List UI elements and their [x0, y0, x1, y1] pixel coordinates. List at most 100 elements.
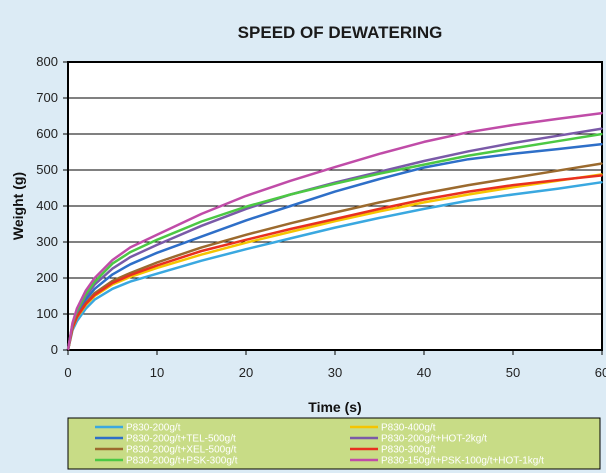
series-line-6 [66, 174, 603, 351]
legend-label: P830-300g/t [381, 445, 436, 456]
y-tick-label: 300 [36, 234, 58, 249]
data-point [556, 169, 559, 172]
x-tick-label: 30 [328, 365, 342, 380]
data-point [245, 219, 247, 222]
data-point [334, 226, 336, 229]
data-point [556, 118, 559, 120]
data-point [156, 272, 158, 275]
data-point [378, 217, 381, 219]
data-point [85, 307, 87, 310]
data-point [200, 246, 203, 249]
y-tick-label: 0 [51, 342, 58, 357]
data-point [334, 166, 336, 168]
data-point [93, 288, 96, 290]
data-point [512, 142, 514, 144]
legend-label: P830-150g/t+PSK-100g/t+HOT-1kg/t [381, 456, 544, 467]
data-point [512, 153, 514, 155]
series-line-3 [66, 142, 603, 351]
data-point [378, 208, 381, 210]
data-point [245, 248, 247, 250]
data-point [601, 143, 603, 145]
data-point [245, 208, 247, 210]
data-point [111, 259, 114, 261]
data-point [93, 280, 96, 283]
y-tick-labels: 0 100 200 300 400 500 600 700 800 [36, 54, 68, 357]
gridlines [68, 97, 602, 315]
data-point [129, 274, 132, 276]
data-point [601, 133, 603, 135]
data-point [601, 174, 603, 177]
chart-title: SPEED OF DEWATERING [238, 23, 443, 42]
data-point [512, 186, 514, 189]
data-point [423, 163, 425, 166]
data-point [289, 205, 292, 207]
data-point [111, 288, 114, 290]
data-point [85, 303, 87, 305]
data-point [378, 201, 381, 204]
data-point [512, 177, 514, 179]
x-tick-label: 60 [595, 365, 606, 380]
legend-label: P830-400g/t [381, 423, 436, 434]
data-point [512, 147, 514, 150]
data-point [289, 180, 292, 182]
legend-box [67, 417, 601, 470]
data-point [111, 282, 114, 284]
data-point [423, 141, 425, 143]
data-point [156, 252, 158, 254]
x-tick-label: 0 [64, 365, 71, 380]
data-point [156, 261, 158, 264]
data-point [289, 237, 292, 240]
series-line-1 [66, 180, 603, 351]
y-tick-label: 600 [36, 126, 58, 141]
data-point [334, 182, 336, 185]
data-point [289, 228, 292, 230]
data-point [245, 234, 247, 236]
data-point [467, 150, 470, 153]
data-point [289, 193, 292, 196]
data-point [467, 131, 470, 133]
data-point [129, 272, 132, 274]
x-tick-label: 50 [506, 365, 520, 380]
data-point [93, 294, 96, 296]
y-tick-label: 500 [36, 162, 58, 177]
data-point [423, 166, 425, 169]
x-axis-label: Time (s) [308, 399, 361, 415]
legend-label: P830-200g/t+TEL-500g/t [126, 434, 236, 445]
legend-label: P830-200g/t+XEL-500g/t [126, 445, 237, 456]
data-point [423, 198, 425, 201]
data-point [334, 218, 336, 220]
data-point [601, 112, 603, 114]
data-point [334, 211, 336, 214]
legend-label: P830-200g/t [126, 423, 181, 434]
data-point [512, 184, 514, 186]
y-tick-label: 400 [36, 198, 58, 213]
data-point [111, 273, 114, 276]
data-point [71, 322, 74, 324]
series-line-7 [66, 132, 603, 351]
data-point [156, 267, 158, 269]
data-point [76, 316, 78, 318]
data-point [467, 190, 470, 193]
data-point [200, 253, 203, 256]
data-point [245, 241, 247, 244]
data-point [93, 298, 96, 301]
x-tick-label: 10 [150, 365, 164, 380]
data-point [512, 193, 514, 196]
data-point [601, 181, 603, 183]
data-point [289, 222, 292, 225]
legend-label: P830-200g/t+HOT-2kg/t [381, 434, 487, 445]
data-point [111, 267, 114, 270]
data-point [200, 250, 203, 252]
x-tick-labels: 0 10 20 30 40 50 60 [64, 350, 606, 380]
y-axis-label: Weight (g) [10, 172, 26, 240]
data-point [85, 289, 87, 292]
data-point [601, 162, 603, 165]
data-point [467, 199, 470, 202]
data-point [200, 259, 203, 262]
data-point [129, 246, 132, 249]
data-point [467, 154, 470, 157]
data-point [76, 307, 78, 310]
data-point [378, 153, 381, 155]
data-point [556, 187, 559, 190]
